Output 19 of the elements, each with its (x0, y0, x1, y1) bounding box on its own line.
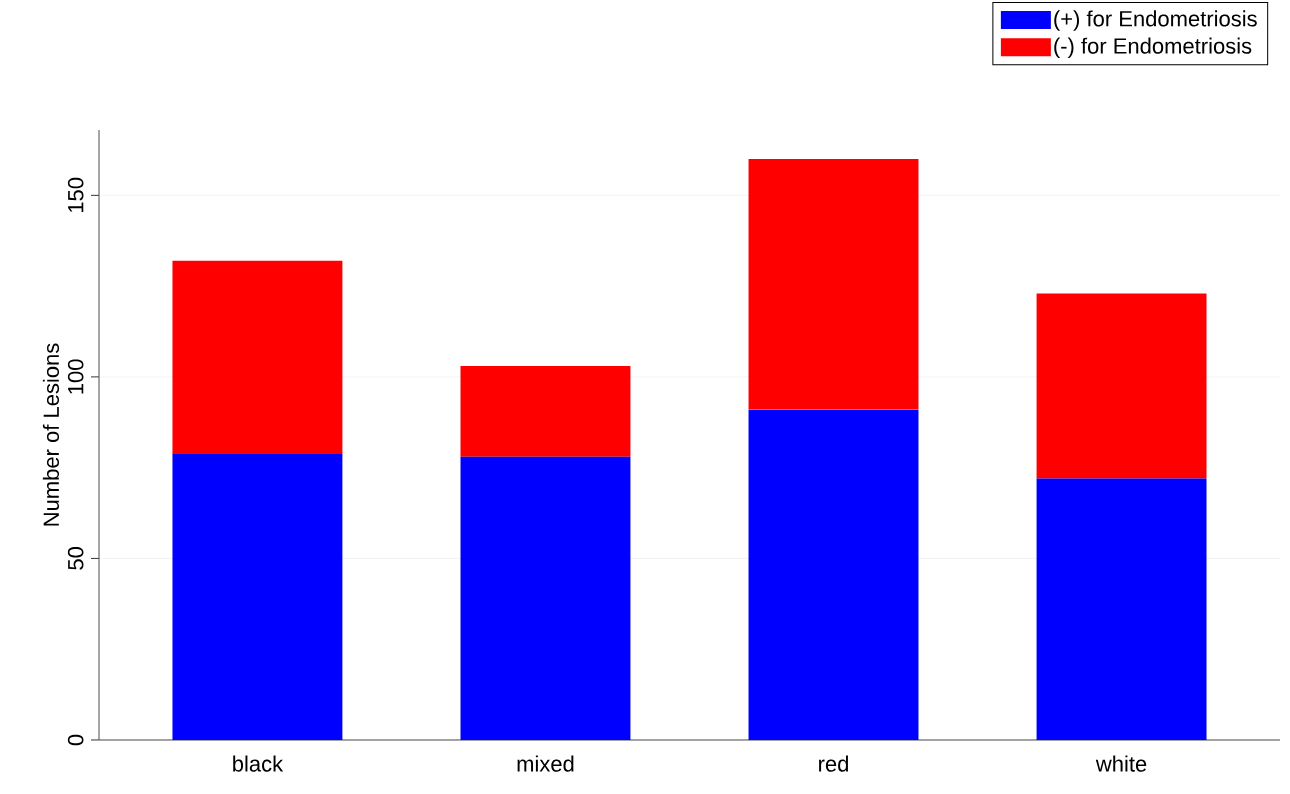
y-tick-label: 150 (67, 177, 84, 213)
y-tick-label: 100 (67, 359, 84, 394)
bar (1036, 293, 1207, 479)
legend-label: (+) for Endometriosis (1054, 10, 1257, 31)
bar (1036, 478, 1207, 740)
y-axis-title: Number of Lesions (42, 343, 60, 526)
x-tick-label: red (819, 755, 848, 772)
bar (460, 456, 631, 740)
y-tick-label: 50 (67, 547, 84, 570)
bar (172, 453, 343, 740)
bar (172, 260, 343, 454)
x-tick-label: black (233, 755, 284, 772)
x-tick-label: white (1095, 755, 1147, 772)
bar (460, 366, 631, 457)
bar (748, 159, 919, 410)
y-tick-label: 0 (67, 734, 84, 746)
bar (748, 409, 919, 740)
x-tick-label: mixed (517, 755, 574, 772)
legend-label: (-) for Endometriosis (1054, 37, 1252, 59)
